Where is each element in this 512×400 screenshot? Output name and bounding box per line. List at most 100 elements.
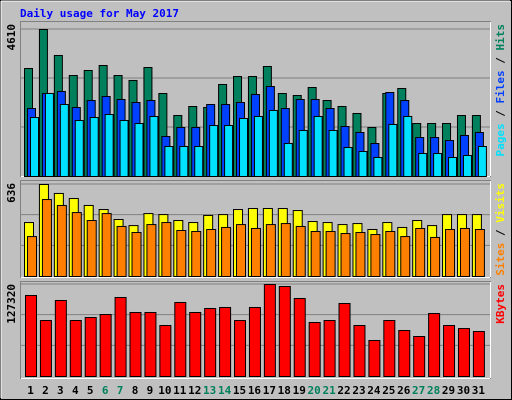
x-tick-label: 30 (457, 384, 470, 397)
legend-separator (494, 51, 507, 58)
y-tick-label: 636 (5, 183, 18, 203)
bar (278, 285, 291, 378)
bar (224, 125, 234, 178)
bar (146, 224, 157, 277)
x-tick-label: 7 (117, 384, 124, 397)
chart-title: Daily usage for May 2017 (20, 7, 179, 20)
bar (338, 302, 351, 378)
bar (131, 232, 142, 278)
x-tick-label: 21 (322, 384, 336, 397)
legend: KBytes (494, 284, 507, 324)
x-tick-label: 10 (158, 384, 171, 397)
bar (179, 145, 189, 177)
bar (161, 222, 172, 277)
bar (343, 147, 353, 177)
legend: Sites / Visits (494, 183, 507, 276)
legend-separator (494, 223, 507, 230)
x-tick-label: 17 (263, 384, 276, 397)
x-tick-label: 27 (412, 384, 425, 397)
bar (174, 301, 187, 378)
bar (373, 156, 383, 177)
bar (59, 103, 69, 177)
bar (477, 145, 487, 177)
bar (149, 115, 159, 178)
bar (27, 236, 37, 277)
bar (310, 231, 321, 277)
bar (71, 212, 82, 278)
bar (340, 233, 351, 277)
bar (56, 204, 67, 277)
bar (189, 311, 202, 377)
legend-entry: Files (494, 70, 507, 103)
bar (370, 234, 381, 277)
bar (191, 231, 202, 277)
bar (114, 296, 127, 377)
bar (253, 115, 263, 178)
x-tick-label: 4 (72, 384, 79, 397)
legend-separator: / (494, 110, 507, 117)
bar (248, 306, 261, 377)
bar (403, 115, 413, 178)
bar (104, 114, 114, 177)
legend-separator: / (494, 57, 507, 64)
bar (54, 299, 67, 378)
legend-entry: KBytes (494, 284, 507, 324)
bar (209, 125, 219, 178)
x-tick-label: 28 (427, 384, 440, 397)
bar (221, 226, 232, 277)
bar (445, 228, 456, 278)
bar (250, 227, 261, 277)
x-tick-label: 24 (367, 384, 381, 397)
bar (430, 236, 441, 277)
bar (129, 311, 142, 377)
legend-separator (494, 236, 507, 243)
bar (280, 223, 291, 278)
bar (144, 311, 157, 377)
x-tick-label: 25 (382, 384, 395, 397)
bar (236, 224, 247, 277)
x-tick-label: 26 (397, 384, 411, 397)
bar (30, 117, 39, 177)
legend-separator (494, 104, 507, 111)
bar (164, 145, 174, 177)
y-tick-label: 127320 (5, 284, 18, 324)
bar (459, 227, 470, 277)
bar (204, 307, 217, 377)
bar (194, 145, 204, 177)
bar (353, 324, 366, 377)
x-tick-label: 18 (278, 384, 291, 397)
bar (44, 92, 54, 177)
x-tick-label: 11 (173, 384, 187, 397)
x-tick-label: 8 (132, 384, 139, 397)
bar (443, 324, 456, 377)
bar (206, 228, 217, 278)
bar (298, 129, 308, 178)
bar (134, 123, 144, 177)
bar (86, 220, 97, 278)
legend-separator (494, 64, 507, 71)
x-tick-label: 12 (188, 384, 201, 397)
x-tick-label: 23 (352, 384, 365, 397)
legend-entry: Sites (494, 243, 507, 276)
bar (415, 227, 426, 277)
bar (283, 142, 293, 178)
x-tick-label: 20 (308, 384, 321, 397)
bar (116, 225, 127, 278)
bar (388, 123, 398, 177)
bar (448, 156, 458, 177)
bar (428, 312, 441, 377)
x-tick-label: 14 (218, 384, 232, 397)
bar (74, 120, 84, 177)
legend-entry: Hits (494, 24, 507, 51)
bar (219, 306, 232, 377)
bar (265, 224, 276, 277)
legend-separator: / (494, 229, 507, 236)
bar (400, 236, 411, 277)
bar (308, 321, 321, 378)
bar (328, 129, 338, 178)
bar (99, 313, 112, 377)
bar (101, 213, 112, 277)
x-tick-label: 6 (102, 384, 109, 397)
bar (119, 120, 129, 177)
